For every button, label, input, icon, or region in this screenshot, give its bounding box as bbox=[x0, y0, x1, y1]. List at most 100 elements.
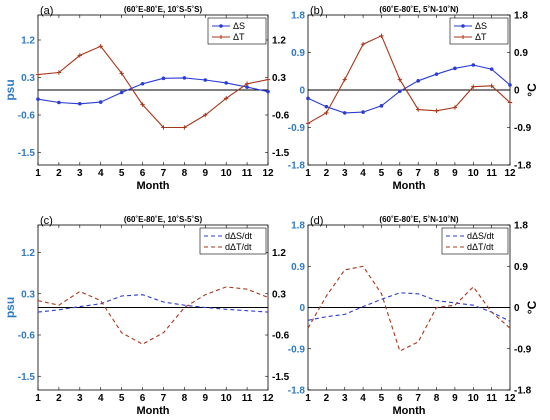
x-tick-label: 1 bbox=[35, 168, 41, 179]
x-tick-label: 8 bbox=[434, 168, 440, 179]
x-tick-label: 3 bbox=[77, 393, 83, 404]
x-tick-label: 9 bbox=[202, 168, 208, 179]
y-tick-label-right: 1.2 bbox=[272, 248, 286, 259]
legend-marker bbox=[461, 24, 465, 28]
panel-title: (60˚E-80˚E, 10˚S-5˚S) bbox=[124, 5, 203, 14]
data-point-temperature bbox=[305, 121, 311, 126]
x-tick-label: 8 bbox=[182, 393, 188, 404]
data-point-temperature bbox=[360, 41, 366, 47]
series-line-salinity bbox=[307, 64, 511, 114]
x-tick-label: 1 bbox=[305, 168, 311, 179]
legend-marker bbox=[219, 35, 223, 39]
data-point-temperature bbox=[415, 107, 421, 112]
y-tick-label-left: -0.6 bbox=[18, 331, 36, 342]
data-point-temperature bbox=[119, 71, 124, 76]
x-tick-label: 5 bbox=[379, 393, 385, 404]
panel-b: 1 2 3 4 5 6 7 8 9 10 11 12Month-1.8-0.900.91.8-1.8-… bbox=[288, 5, 539, 192]
data-point-temperature bbox=[379, 33, 384, 39]
data-point-temperature bbox=[244, 81, 250, 86]
data-point-temperature bbox=[223, 96, 229, 101]
y-tick-label-left: 1.2 bbox=[21, 36, 35, 47]
y-axis-label-right: °C bbox=[525, 83, 539, 97]
y-tick-label-right: 0.9 bbox=[514, 48, 528, 59]
x-axis-label: Month bbox=[393, 180, 426, 192]
legend-label: dΔS/dt bbox=[225, 231, 253, 241]
x-tick-label: 4 bbox=[360, 393, 366, 404]
data-point-salinity bbox=[78, 101, 82, 106]
panel-title: (60˚E-80˚E, 5˚N-10˚N) bbox=[379, 5, 458, 14]
y-tick-label-right: -0.9 bbox=[514, 123, 532, 134]
y-axis-label-left: psu bbox=[3, 297, 17, 318]
data-point-salinity bbox=[379, 104, 384, 108]
data-point-salinity bbox=[324, 104, 329, 109]
data-point-temperature bbox=[471, 84, 476, 89]
legend-box bbox=[441, 227, 509, 255]
x-tick-label: 1 bbox=[305, 393, 311, 404]
x-tick-label: 7 bbox=[161, 393, 167, 404]
x-tick-label: 7 bbox=[415, 393, 421, 404]
data-point-salinity bbox=[342, 111, 347, 115]
y-tick-label-left: -0.9 bbox=[288, 123, 306, 134]
y-tick-label-left: -1.8 bbox=[288, 161, 306, 172]
y-tick-label-left: -1.8 bbox=[288, 386, 306, 397]
data-point-salinity bbox=[416, 79, 420, 83]
x-tick-label: 2 bbox=[324, 393, 330, 404]
data-point-salinity bbox=[306, 96, 310, 101]
legend-label: dΔS/dt bbox=[467, 231, 495, 241]
x-tick-label: 5 bbox=[119, 393, 125, 404]
y-axis-label-left: psu bbox=[3, 79, 17, 100]
x-tick-label: 10 bbox=[221, 168, 233, 179]
legend-marker bbox=[219, 24, 223, 28]
legend-label: ΔT bbox=[233, 32, 245, 42]
x-tick-label: 8 bbox=[434, 393, 440, 404]
data-point-temperature bbox=[35, 72, 41, 77]
data-point-temperature bbox=[489, 83, 494, 89]
panel-label: (c) bbox=[40, 215, 53, 227]
series-line-temperature bbox=[37, 45, 269, 129]
x-axis-label: Month bbox=[393, 405, 426, 417]
x-tick-label: 2 bbox=[56, 393, 62, 404]
x-tick-label: 2 bbox=[56, 168, 62, 179]
y-tick-label-right: -1.5 bbox=[272, 372, 290, 383]
data-point-salinity bbox=[453, 66, 457, 71]
x-tick-label: 2 bbox=[324, 168, 330, 179]
legend-box bbox=[199, 227, 267, 255]
panel-c: 1 2 3 4 5 6 7 8 9 10 11 12Month-1.5-0.60.31.2-1.5-0… bbox=[3, 215, 290, 417]
data-point-salinity bbox=[434, 72, 439, 76]
panel-d: 1 2 3 4 5 6 7 8 9 10 11 12Month-1.8-0.900.91.8-1.8-… bbox=[288, 215, 539, 417]
x-tick-label: 6 bbox=[397, 168, 403, 179]
x-tick-label: 11 bbox=[486, 393, 497, 404]
y-axis-label-right: °C bbox=[525, 300, 539, 314]
panel-label: (b) bbox=[310, 5, 323, 17]
data-point-temperature bbox=[397, 77, 403, 82]
y-tick-label-right: 0 bbox=[514, 303, 520, 314]
x-tick-label: 9 bbox=[202, 393, 208, 404]
y-tick-label-left: -1.5 bbox=[18, 148, 36, 159]
legend-label: ΔS bbox=[233, 21, 245, 31]
y-tick-label-left: 1.2 bbox=[21, 248, 35, 259]
x-tick-label: 6 bbox=[140, 393, 146, 404]
data-point-salinity bbox=[361, 110, 365, 114]
y-tick-label-right: 1.8 bbox=[514, 11, 528, 22]
y-tick-label-right: -0.6 bbox=[272, 111, 290, 122]
y-tick-label-left: 0.3 bbox=[21, 289, 35, 300]
x-tick-label: 11 bbox=[242, 393, 253, 404]
panel-title: (60˚E-80˚E, 5˚N-10˚N) bbox=[379, 215, 458, 224]
data-point-salinity bbox=[182, 76, 187, 80]
data-point-temperature bbox=[98, 44, 103, 49]
x-tick-label: 6 bbox=[140, 168, 146, 179]
legend-label: ΔT bbox=[475, 32, 487, 42]
x-tick-label: 12 bbox=[262, 393, 274, 404]
series-line-temperature bbox=[37, 286, 269, 345]
data-point-salinity bbox=[398, 89, 402, 94]
data-point-temperature bbox=[324, 110, 329, 116]
data-point-salinity bbox=[266, 89, 270, 94]
x-tick-label: 11 bbox=[486, 168, 497, 179]
data-point-temperature bbox=[161, 125, 166, 130]
data-point-salinity bbox=[471, 63, 476, 67]
x-axis-label: Month bbox=[137, 180, 170, 192]
data-point-salinity bbox=[161, 76, 166, 81]
